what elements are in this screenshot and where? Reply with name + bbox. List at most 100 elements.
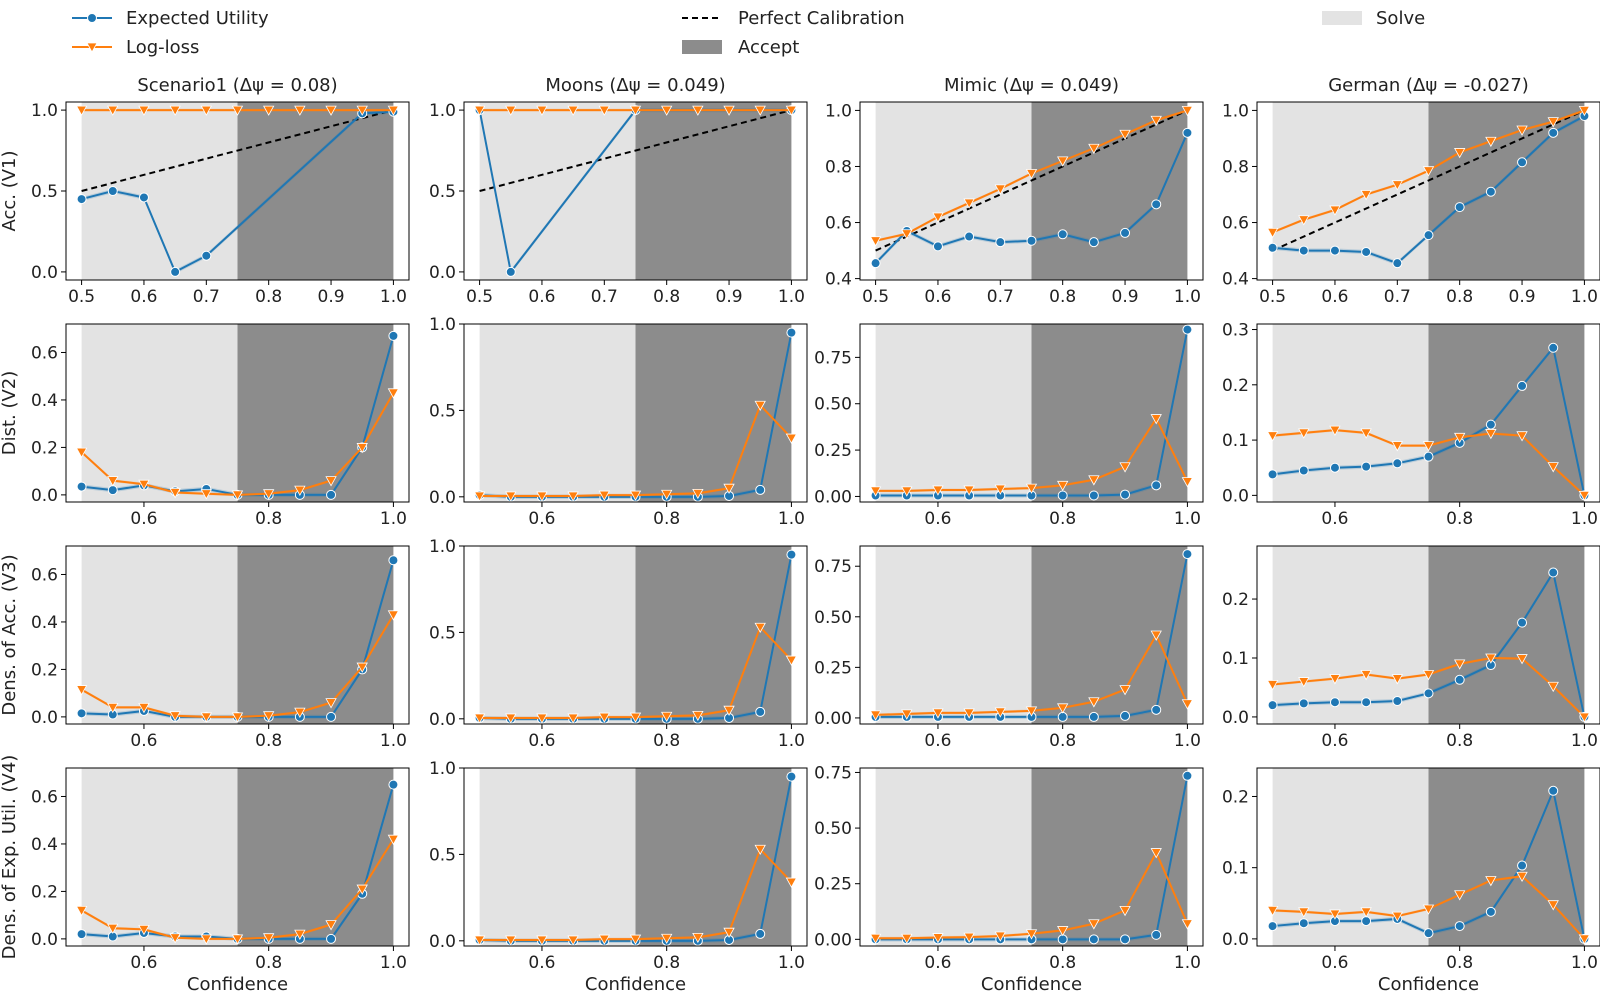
accept-region [1428,324,1585,502]
x-tick-label: 0.6 [1321,509,1348,529]
data-point [1485,906,1496,917]
data-point [1517,380,1528,391]
y-tick-label: 0.2 [31,438,58,458]
solve-region [1272,324,1429,502]
data-point [505,713,517,724]
panel-r4-c2: 0.0 0.5 1.0 0.6 0.8 1.0 [429,759,808,973]
axes-frame [859,323,1204,503]
data-point [1516,654,1528,665]
data-point [325,698,337,709]
accept-region [1031,768,1188,946]
data-point [755,706,766,717]
panel-r1-c1: 0.0 0.5 1.0 0.5 0.6 0.7 0.8 0.9 1.0 Scenario1 (Δψ… [31,75,410,307]
y-tick-label: 1.0 [429,315,456,335]
data-point [1025,169,1038,180]
x-tick-label: 0.6 [130,287,157,307]
data-point [598,934,610,945]
data-point [1088,697,1100,708]
row-label: Acc. (V1) [0,150,20,231]
panel-r3-c1: 0.0 0.2 0.4 0.6 0.6 0.8 1.0 [31,545,410,751]
series-log-loss [473,844,798,946]
x-tick-label: 1.0 [380,953,407,973]
accept-region [635,102,792,280]
data-point [567,105,579,116]
x-tick-label: 0.8 [1049,287,1076,307]
axes-frame [463,767,808,947]
data-point [76,481,87,492]
x-tick-label: 0.6 [130,731,157,751]
series-log-loss [75,834,400,945]
accept-region [1428,546,1585,724]
data-point [869,486,882,497]
x-axis-title: Confidence [981,974,1082,995]
data-point [1422,670,1435,681]
data-point [1267,469,1278,480]
data-point [1266,906,1279,917]
data-point [1057,490,1068,501]
data-point [1150,414,1162,425]
data-point [231,934,244,945]
data-point [325,105,337,116]
data-point [661,489,673,501]
x-tick-label: 0.8 [255,287,282,307]
y-tick-label: 0.6 [1222,214,1249,234]
accept-region [237,324,394,502]
x-tick-label: 1.0 [380,509,407,529]
y-tick-label: 0.75 [814,763,852,783]
data-point [1026,235,1037,246]
x-tick-label: 0.8 [653,731,680,751]
data-point [1548,567,1559,578]
data-point [473,935,486,946]
data-point [1182,549,1193,560]
data-point [567,713,579,724]
legend-accept: Accept [682,37,799,58]
y-tick-label: 0.0 [429,710,456,730]
data-point [1422,166,1435,177]
data-point [1454,890,1466,901]
y-tick-label: 0.0 [31,263,58,283]
data-point [1485,653,1497,664]
x-axis-title: Confidence [585,974,686,995]
y-tick-label: 0.6 [31,565,58,585]
y-tick-label: 0.4 [31,613,58,633]
data-point [1454,202,1465,213]
y-tick-label: 1.0 [31,101,58,121]
panel-r2-c4: 0.0 0.1 0.2 0.3 0.6 0.8 1.0 [1222,321,1600,529]
data-point [1360,907,1372,918]
series-expected-utility [870,549,1193,722]
data-point [326,711,337,722]
data-point [692,710,704,722]
data-point [723,705,735,716]
data-point [1119,685,1131,696]
solve-region [1272,546,1429,724]
y-tick-label: 0.1 [1222,859,1249,879]
data-point [325,476,337,487]
accept-region [635,324,792,502]
data-point [1057,156,1069,167]
axes-frame [65,545,410,725]
panel-r4-c1: 0.0 0.2 0.4 0.6 0.6 0.8 1.0 [31,767,410,973]
x-tick-label: 0.8 [1446,287,1473,307]
y-tick-label: 0.50 [814,395,852,415]
data-point [1360,670,1372,681]
series-log-loss [869,630,1194,721]
data-point [107,105,119,116]
data-point [294,105,306,116]
solve-region [875,102,1032,280]
panel-r4-c4: 0.0 0.1 0.2 0.6 0.8 1.0 [1222,767,1600,973]
data-point [1298,465,1309,476]
data-point [692,932,704,944]
accept-region [1428,102,1585,280]
row-label: Dens. of Exp. Util. (V4) [0,755,20,960]
axes-frame [1256,323,1600,503]
data-point [1391,911,1403,922]
x-tick-label: 0.8 [1049,731,1076,751]
x-tick-label: 0.8 [1446,509,1473,529]
panel-r4-c3: 0.00 0.25 0.50 0.75 0.6 0.8 1.0 [814,763,1204,973]
x-tick-label: 0.5 [466,287,493,307]
data-point [1578,712,1591,723]
x-tick-label: 1.0 [1174,287,1201,307]
accept-region [237,768,394,946]
solve-region [81,324,238,502]
accept-region [237,546,394,724]
